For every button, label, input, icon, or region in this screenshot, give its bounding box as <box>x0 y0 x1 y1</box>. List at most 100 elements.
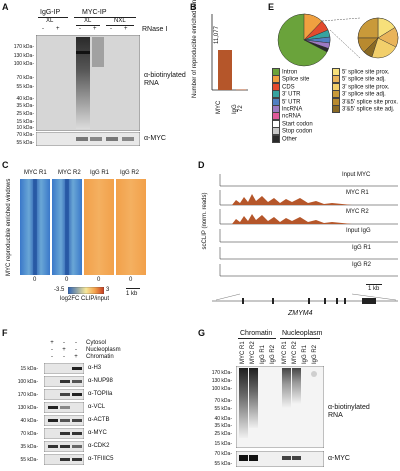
c-zero-1: 0 <box>33 277 37 283</box>
blot-label-biotinylated-rna-g: α-biotinylated RNA <box>328 404 370 419</box>
track-input-myc <box>219 174 398 187</box>
f-blot-row: 15 kDa- α-H3 <box>20 363 102 374</box>
d-tracks <box>219 174 398 277</box>
heatmap-c <box>20 179 146 275</box>
legend-e-col1: Intron Splice site CDS 3' UTR 5' UTR lnc… <box>272 68 334 143</box>
legend-item: 5' splice site prox. <box>332 68 400 76</box>
mw-marker: 40 kDa- <box>214 416 232 422</box>
legend-item: 3' UTR <box>272 90 334 99</box>
rnase-sign-4: + <box>93 26 97 32</box>
f-fraction-chromatin: Chromatin <box>86 354 114 360</box>
blot-label-biotinylated-rna: α-biotinylated RNA <box>144 72 186 87</box>
f-sign: + <box>62 347 66 353</box>
legend-item: Intron <box>272 68 334 76</box>
bar-category-myc: MYC <box>216 100 222 114</box>
rnase-sign-5: - <box>110 26 112 32</box>
rnase-label: RNase I <box>142 26 168 33</box>
rnase-sign-6: + <box>124 26 128 32</box>
g-lane: MYC R1 <box>240 341 246 364</box>
legend-item: CDS <box>272 82 334 91</box>
legend-item: 3'&5' splice site adj. <box>332 104 400 113</box>
d-gene-name: ZMYM4 <box>288 310 313 317</box>
legend-item: 3' splice site prox. <box>332 82 400 91</box>
panel-a-label: A <box>2 2 9 12</box>
mw-marker: 170 kDa- <box>211 370 232 376</box>
c-colorbar <box>68 287 104 294</box>
mw-marker: 55 kDa- <box>16 84 34 90</box>
c-scale-max: 3 <box>106 287 110 293</box>
panel-g-label: G <box>198 328 206 338</box>
mw-marker: 70 kDa- <box>16 75 34 81</box>
legend-item: 3'&5' splice site prox. <box>332 97 400 106</box>
mw-marker: 55 kDa- <box>214 406 232 412</box>
c-col-myc-r1: MYC R1 <box>24 170 47 176</box>
f-blot-row: 100 kDa- α-NUP98 <box>17 376 113 387</box>
mw-marker: 25 kDa- <box>16 111 34 117</box>
d-scalebar <box>366 284 382 285</box>
panel-f-label: F <box>2 328 8 338</box>
legend-item: 5' splice site adj. <box>332 75 400 84</box>
track-label-input-myc: Input MYC <box>342 172 371 178</box>
f-blot-row: 130 kDa- α-VCL <box>17 402 106 413</box>
mw-marker: 100 kDa- <box>211 386 232 392</box>
d-ylabel: scCLIP (norm. reads) <box>202 192 208 250</box>
mw-marker: 70 kDa- <box>214 398 232 404</box>
track-label-igg-r1: IgG R1 <box>352 245 372 251</box>
c-scalebar <box>126 288 140 289</box>
g-lane: IgG R2 <box>312 344 318 364</box>
blot-biotinylated-rna-g <box>236 366 324 448</box>
track-label-input-igg: Input IgG <box>346 228 371 234</box>
mw-marker: 130 kDa- <box>211 378 232 384</box>
g-group-chromatin: Chromatin <box>240 330 273 337</box>
mw-marker: 15 kDa- <box>214 441 232 447</box>
legend-item: ncRNA <box>272 112 334 121</box>
c-col-igg-r1: IgG R1 <box>90 170 110 176</box>
g-lane: MYC R2 <box>250 341 256 364</box>
mw-marker: 170 kDa- <box>13 44 34 50</box>
legend-e-col2: 5' splice site prox. 5' splice site adj.… <box>332 68 400 113</box>
d-scalebar-label: 1 kb <box>368 286 380 292</box>
bar-value-myc: 11,077 <box>214 26 220 44</box>
f-sign: - <box>51 354 53 360</box>
legend-item: Other <box>272 134 334 143</box>
rnase-sign-3: - <box>79 26 81 32</box>
g-lane: MYC R2 <box>292 341 298 364</box>
g-lane: MYC R1 <box>282 341 288 364</box>
f-sign: + <box>74 354 78 360</box>
f-sign: - <box>75 340 77 346</box>
track-label-myc-r2: MYC R2 <box>346 209 369 215</box>
f-sign: - <box>63 354 65 360</box>
track-label-myc-r1: MYC R1 <box>346 190 369 196</box>
legend-item: lncRNA <box>272 104 334 113</box>
group-label-igg-ip: IgG-IP <box>40 9 61 16</box>
legend-item: 3' splice site adj. <box>332 90 400 99</box>
c-zero-4: 0 <box>129 277 133 283</box>
bar-category-igg: IgG <box>232 104 238 114</box>
bar-chart-b <box>211 14 248 91</box>
g-lane: IgG R2 <box>270 344 276 364</box>
c-col-igg-r2: IgG R2 <box>120 170 140 176</box>
blot-label-myc-a: α-MYC <box>144 135 166 142</box>
f-sign: + <box>50 340 54 346</box>
mw-marker: 10 kDa- <box>16 125 34 131</box>
panel-b-label: B <box>190 2 197 12</box>
mw-marker: 70 kDa- <box>214 451 232 457</box>
f-blot-row: 170 kDa- α-TOPIIa <box>17 389 113 400</box>
group-label-myc-ip: MYC-IP <box>82 9 107 16</box>
mw-marker: 100 kDa- <box>13 61 34 67</box>
mw-marker: 70 kDa- <box>16 132 34 138</box>
panel-c-label: C <box>2 160 9 170</box>
f-fraction-cytosol: Cytosol <box>86 340 107 346</box>
condition-xl-1: XL <box>46 18 54 24</box>
bar-label-igg-value: 72 <box>238 105 244 112</box>
bar-igg <box>236 89 246 91</box>
track-igg-r1 <box>219 247 398 260</box>
legend-item: 5' UTR <box>272 97 334 106</box>
mw-marker: 35 kDa- <box>16 103 34 109</box>
c-scale-label: log2FC CLIP/input <box>60 296 110 302</box>
c-ylabel: MYC reproducible enriched windows <box>6 178 12 276</box>
c-col-myc-r2: MYC R2 <box>58 170 81 176</box>
mw-marker: 55 kDa- <box>214 461 232 467</box>
c-scalebar-label: 1 kb <box>126 291 138 297</box>
panel-e-label: E <box>268 2 275 12</box>
